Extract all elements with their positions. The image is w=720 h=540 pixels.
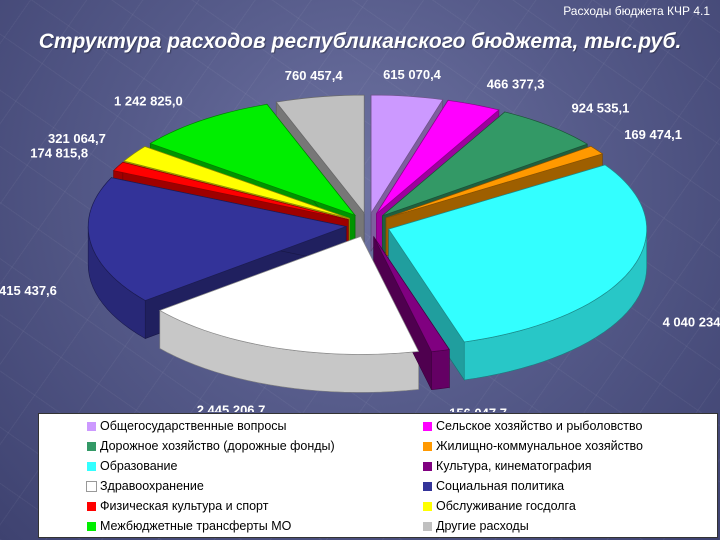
pie-data-labels: 615 070,4 466 377,3 924 535,1 169 474,1 4 04… xyxy=(0,67,720,412)
legend-label: Обслуживание госдолга xyxy=(436,499,576,513)
pie-slice xyxy=(370,94,444,215)
data-label: 2 445 206,7 xyxy=(197,402,266,412)
data-label: 174 815,8 xyxy=(30,146,88,161)
legend-item: Физическая культура и спорт xyxy=(87,498,423,514)
data-label: 615 070,4 xyxy=(383,67,442,82)
pie-slice xyxy=(373,236,450,353)
legend-label: Другие расходы xyxy=(436,519,529,533)
pie-tops xyxy=(87,94,648,355)
data-label: 924 535,1 xyxy=(572,100,630,115)
pie-slice xyxy=(385,145,604,219)
pie-slice-wall xyxy=(431,349,450,391)
legend-item: Здравоохранение xyxy=(86,478,423,494)
pie-chart: 615 070,4 466 377,3 924 535,1 169 474,1 4 04… xyxy=(0,67,720,412)
legend-label: Общегосударственные вопросы xyxy=(100,419,287,433)
legend-swatch xyxy=(423,461,432,471)
data-label: 2 415 437,6 xyxy=(0,283,57,298)
legend-swatch xyxy=(423,521,432,531)
legend-item: Обслуживание госдолга xyxy=(423,498,720,514)
legend-swatch xyxy=(423,421,432,431)
legend-swatch xyxy=(87,441,96,451)
legend-label: Физическая культура и спорт xyxy=(100,499,269,513)
pie-slice xyxy=(388,164,648,343)
pie-slice xyxy=(87,177,348,301)
legend-item: Социальная политика xyxy=(423,478,720,494)
legend-item: Другие расходы xyxy=(423,518,720,534)
data-label: 760 457,4 xyxy=(285,68,344,83)
legend-label: Сельское хозяйство и рыболовство xyxy=(436,419,643,433)
data-label: 156 047,7 xyxy=(449,406,507,413)
legend-label: Культура, кинематография xyxy=(436,459,592,473)
legend-label: Социальная политика xyxy=(436,479,565,493)
legend-swatch xyxy=(87,461,96,471)
pie-slice xyxy=(149,103,357,216)
slide-caption: Расходы бюджета КЧР 4.1 xyxy=(563,4,710,18)
data-label: 321 064,7 xyxy=(48,131,106,146)
chart-title: Структура расходов республиканского бюдж… xyxy=(38,30,682,53)
legend-swatch xyxy=(87,421,96,431)
pie-slice xyxy=(123,146,350,219)
data-label: 169 474,1 xyxy=(624,127,682,142)
data-label: 4 040 234,7 xyxy=(663,315,720,330)
legend-item: Сельское хозяйство и рыболовство xyxy=(423,418,720,434)
legend-label: Дорожное хозяйство (дорожные фонды) xyxy=(100,439,335,453)
legend-swatch xyxy=(87,521,96,531)
legend-label: Здравоохранение xyxy=(100,479,204,493)
legend-item: Жилищно-коммунальное хозяйство xyxy=(423,438,720,454)
legend-item: Межбюджетные трансферты МО xyxy=(87,518,423,534)
pie-slice xyxy=(159,235,420,355)
pie-slice xyxy=(275,94,365,215)
chart-legend: Общегосударственные вопросы Сельское хозя… xyxy=(38,413,718,538)
legend-item: Дорожное хозяйство (дорожные фонды) xyxy=(87,438,423,454)
legend-item: Культура, кинематография xyxy=(423,458,720,474)
legend-swatch xyxy=(87,501,96,511)
pie-slice xyxy=(112,161,349,220)
legend-grid: Общегосударственные вопросы Сельское хозя… xyxy=(86,418,720,534)
legend-swatch xyxy=(423,501,432,511)
pie-slice xyxy=(382,111,589,217)
legend-item: Образование xyxy=(87,458,423,474)
data-label: 466 377,3 xyxy=(487,76,545,91)
legend-label: Образование xyxy=(100,459,178,473)
legend-label: Жилищно-коммунальное хозяйство xyxy=(436,439,644,453)
legend-swatch xyxy=(423,481,432,491)
legend-label: Межбюджетные трансферты МО xyxy=(100,519,292,533)
pie-slice xyxy=(376,100,500,215)
legend-item: Общегосударственные вопросы xyxy=(87,418,423,434)
data-label: 1 242 825,0 xyxy=(114,94,183,109)
legend-swatch xyxy=(86,480,97,492)
legend-swatch xyxy=(423,441,432,451)
